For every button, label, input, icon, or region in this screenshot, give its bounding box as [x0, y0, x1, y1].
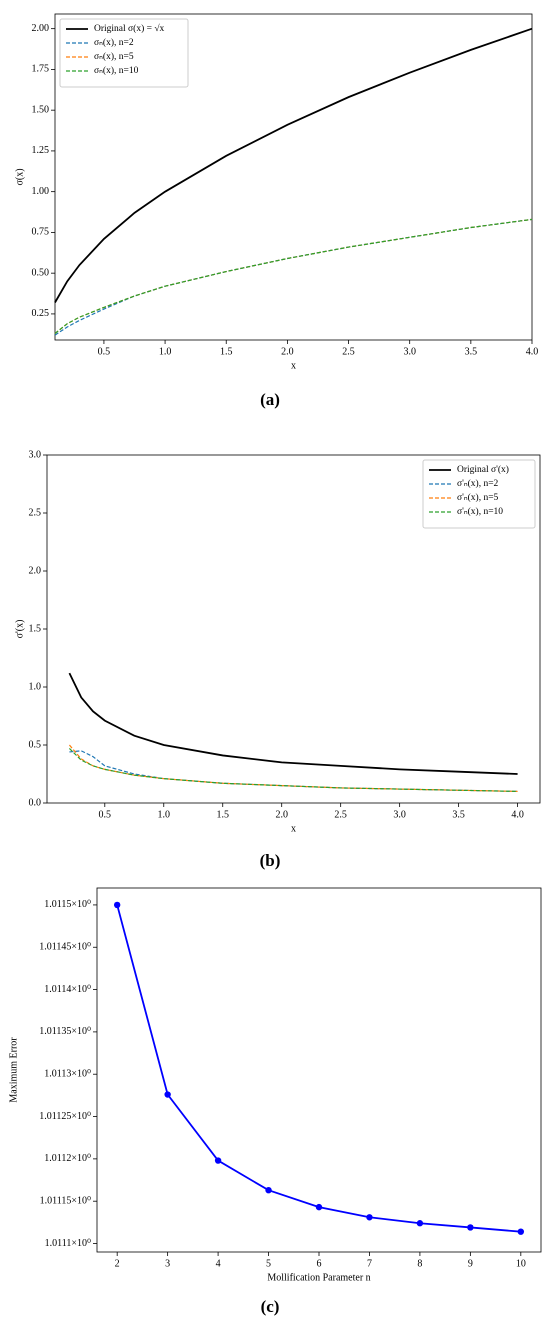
- y-tick-label: 2.5: [29, 507, 42, 518]
- y-tick-label: 0.50: [32, 267, 50, 278]
- point: [416, 1220, 424, 1227]
- x-tick-label: 1.5: [216, 809, 229, 820]
- y-tick-label: 1.0114×10⁰: [44, 984, 91, 995]
- x-tick-label: 2.5: [334, 809, 347, 820]
- x-tick-label: 1.5: [220, 346, 233, 357]
- x-tick-label: 0.5: [98, 346, 111, 357]
- x-tick-label: 3.0: [403, 346, 416, 357]
- caption: (b): [260, 851, 281, 870]
- y-axis-label: σ(x): [14, 168, 25, 185]
- x-tick-label: 4.0: [511, 809, 524, 820]
- series-line: [68, 748, 518, 792]
- legend-label: Original σ'(x): [457, 464, 509, 475]
- x-tick-label: 10: [516, 1258, 526, 1269]
- y-tick-label: 1.01145×10⁰: [39, 942, 91, 953]
- x-axis-label: Mollification Parameter n: [267, 1272, 370, 1283]
- point: [366, 1214, 373, 1221]
- series-line: [54, 27, 533, 303]
- x-tick-label: 5: [266, 1258, 271, 1269]
- y-tick-label: 1.0: [29, 681, 42, 692]
- legend-box: [59, 18, 189, 88]
- x-tick-label: 3.0: [393, 809, 406, 820]
- y-tick-label: 2.00: [32, 23, 50, 34]
- point: [214, 1157, 222, 1164]
- series-line: [54, 218, 533, 334]
- y-tick-label: 0.0: [29, 797, 42, 808]
- x-tick-label: 3.5: [452, 809, 465, 820]
- x-tick-label: 4: [216, 1258, 221, 1269]
- point: [113, 901, 121, 909]
- series-line: [54, 218, 533, 336]
- series-line: [68, 672, 518, 775]
- plot-frame: [96, 887, 542, 1253]
- x-tick-label: 2.5: [342, 346, 355, 357]
- point: [517, 1228, 525, 1235]
- y-tick-label: 2.0: [29, 565, 42, 576]
- x-tick-label: 7: [367, 1258, 372, 1269]
- y-tick-label: 1.01125×10⁰: [39, 1111, 91, 1122]
- y-tick-label: 1.0113×10⁰: [44, 1069, 91, 1080]
- legend-box: [422, 459, 536, 529]
- point: [315, 1203, 323, 1211]
- y-tick-label: 3.0: [29, 449, 42, 460]
- legend-label: Original σ(x) = √x: [94, 23, 165, 34]
- series-line: [54, 218, 533, 334]
- y-tick-label: 1.5: [29, 623, 42, 634]
- y-axis-label: σ'(x): [14, 620, 25, 639]
- point: [467, 1224, 474, 1231]
- legend-label: σₙ(x), n=2: [94, 37, 134, 48]
- y-tick-label: 1.75: [32, 64, 50, 75]
- x-tick-label: 2: [115, 1258, 120, 1269]
- x-tick-label: 1.0: [158, 809, 171, 820]
- y-tick-label: 0.75: [32, 227, 50, 238]
- x-tick-label: 9: [468, 1258, 473, 1269]
- y-tick-label: 1.0112×10⁰: [44, 1153, 91, 1164]
- y-tick-label: 1.00: [32, 186, 50, 197]
- y-tick-label: 1.01135×10⁰: [39, 1026, 91, 1037]
- caption: (c): [261, 1297, 280, 1316]
- x-tick-label: 1.0: [159, 346, 172, 357]
- y-tick-label: 1.50: [32, 104, 50, 115]
- x-tick-label: 3.5: [465, 346, 478, 357]
- x-tick-label: 2.0: [275, 809, 288, 820]
- series-line: [116, 904, 521, 1233]
- x-tick-label: 4.0: [526, 346, 539, 357]
- y-tick-label: 0.25: [32, 308, 50, 319]
- point: [265, 1186, 272, 1194]
- series-line: [68, 744, 518, 792]
- legend-label: σₙ(x), n=5: [94, 51, 134, 62]
- y-tick-label: 1.0111×10⁰: [45, 1238, 91, 1249]
- x-tick-label: 2.0: [281, 346, 294, 357]
- y-tick-label: 1.01115×10⁰: [40, 1195, 91, 1206]
- x-axis-label: x: [291, 360, 296, 371]
- y-axis-label: Maximum Error: [8, 1037, 19, 1103]
- y-tick-label: 0.5: [29, 739, 42, 750]
- legend-label: σₙ(x), n=10: [94, 65, 139, 76]
- legend-label: σ'ₙ(x), n=5: [457, 492, 499, 503]
- y-tick-label: 1.25: [32, 145, 50, 156]
- x-axis-label: x: [291, 823, 296, 834]
- x-tick-label: 6: [317, 1258, 322, 1269]
- caption: (a): [260, 390, 280, 409]
- x-tick-label: 0.5: [99, 809, 112, 820]
- x-tick-label: 3: [165, 1258, 170, 1269]
- point: [164, 1091, 171, 1098]
- y-tick-label: 1.0115×10⁰: [44, 899, 91, 910]
- legend-label: σ'ₙ(x), n=10: [457, 506, 503, 517]
- legend-label: σ'ₙ(x), n=2: [457, 478, 499, 489]
- plot-frame: [54, 13, 533, 341]
- x-tick-label: 8: [417, 1258, 422, 1269]
